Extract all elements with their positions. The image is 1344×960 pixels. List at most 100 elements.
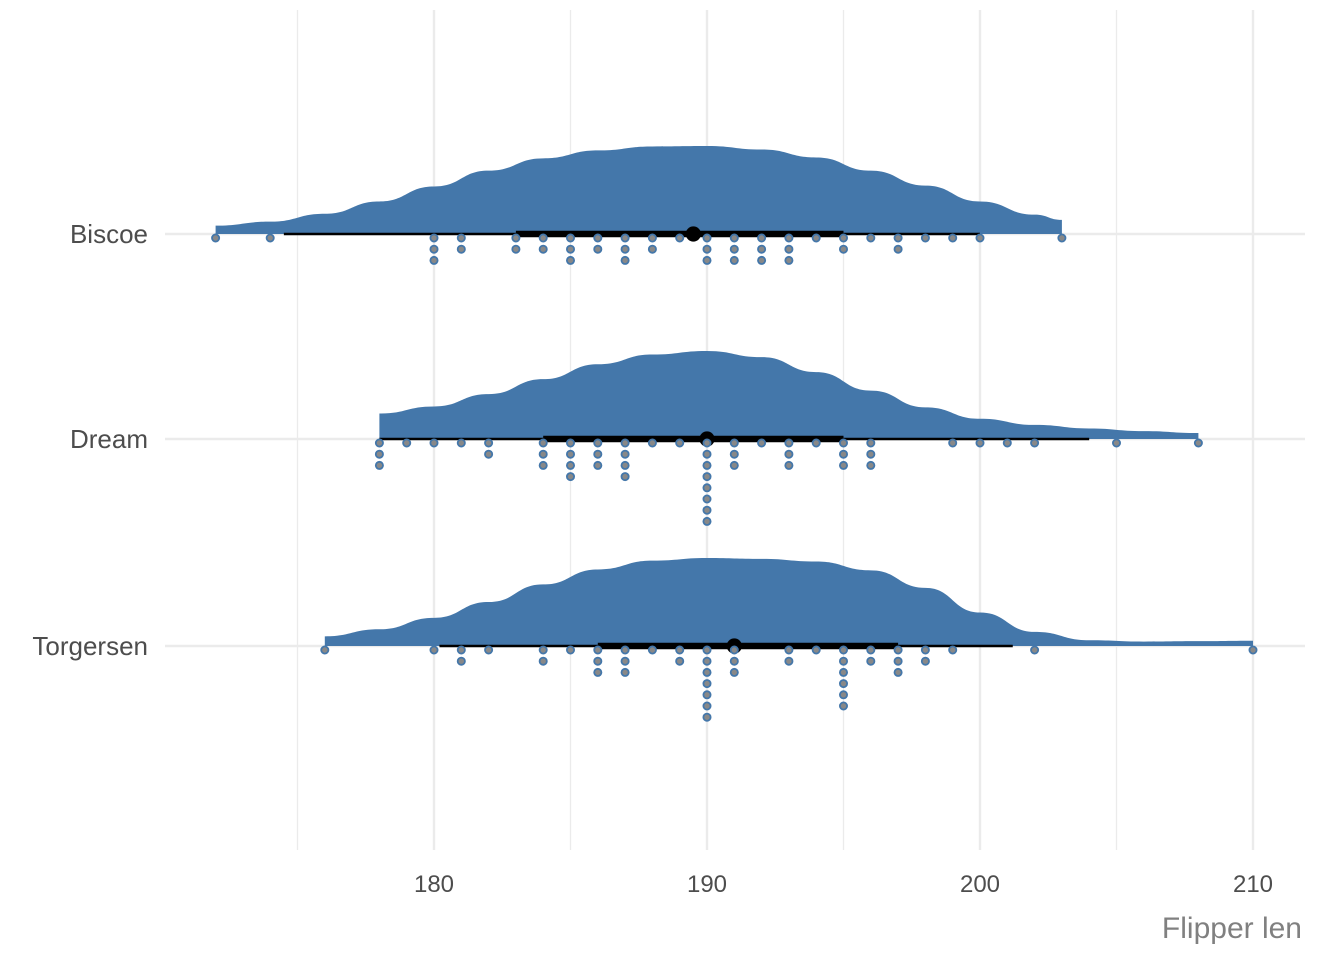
data-dot — [593, 667, 603, 677]
data-dot — [975, 438, 985, 448]
data-dot — [456, 656, 466, 666]
category-labels: Biscoe Dream Torgersen — [32, 219, 148, 661]
data-dot — [893, 656, 903, 666]
data-dot — [538, 449, 548, 459]
data-dot — [839, 679, 849, 689]
data-dot — [702, 516, 712, 526]
data-dot — [920, 656, 930, 666]
data-dot — [647, 244, 657, 254]
data-dot — [429, 438, 439, 448]
data-dot — [265, 233, 275, 243]
data-dot — [702, 690, 712, 700]
data-dot — [593, 460, 603, 470]
density-cloud-dream — [379, 351, 1199, 439]
category-label-biscoe: Biscoe — [70, 219, 148, 249]
data-dot — [566, 645, 576, 655]
data-dot — [811, 233, 821, 243]
data-dot — [566, 233, 576, 243]
data-dot — [675, 656, 685, 666]
data-dot — [620, 645, 630, 655]
data-dot — [866, 460, 876, 470]
data-dot — [647, 438, 657, 448]
data-dot — [839, 656, 849, 666]
data-dot — [511, 233, 521, 243]
data-dot — [839, 438, 849, 448]
density-cloud-biscoe — [215, 146, 1062, 234]
data-dot — [948, 233, 958, 243]
data-dot — [729, 233, 739, 243]
data-dot — [456, 438, 466, 448]
data-dot — [320, 645, 330, 655]
data-dot — [784, 233, 794, 243]
data-dot — [839, 701, 849, 711]
data-dot — [866, 438, 876, 448]
data-dot — [729, 449, 739, 459]
data-dot — [456, 244, 466, 254]
data-dot — [647, 233, 657, 243]
x-axis-title: Flipper len — [1162, 912, 1302, 945]
data-dot — [702, 460, 712, 470]
data-dot — [675, 438, 685, 448]
data-dot — [702, 505, 712, 515]
data-dot — [729, 244, 739, 254]
density-cloud-torgersen — [324, 558, 1253, 646]
data-dot — [429, 233, 439, 243]
data-dot — [729, 438, 739, 448]
data-dot — [538, 460, 548, 470]
data-dot — [757, 244, 767, 254]
x-tick-label: 200 — [960, 871, 1000, 898]
data-dot — [620, 460, 630, 470]
data-dot — [538, 233, 548, 243]
data-dot — [647, 645, 657, 655]
data-dot — [620, 449, 630, 459]
data-dot — [757, 233, 767, 243]
data-dot — [866, 449, 876, 459]
data-dot — [784, 449, 794, 459]
data-dot — [620, 244, 630, 254]
data-dot — [620, 255, 630, 265]
data-dot — [702, 483, 712, 493]
data-dot — [702, 667, 712, 677]
data-dot — [975, 233, 985, 243]
data-dot — [866, 645, 876, 655]
data-dot — [593, 233, 603, 243]
data-dot — [920, 233, 930, 243]
data-dot — [920, 645, 930, 655]
data-dot — [702, 701, 712, 711]
data-dot — [1030, 645, 1040, 655]
data-dot — [429, 255, 439, 265]
data-dot — [839, 645, 849, 655]
data-dot — [1057, 233, 1067, 243]
data-dot — [456, 233, 466, 243]
data-dot — [566, 244, 576, 254]
x-tick-label: 190 — [687, 871, 727, 898]
data-dot — [566, 460, 576, 470]
data-dot — [893, 645, 903, 655]
data-dot — [729, 460, 739, 470]
data-dot — [866, 656, 876, 666]
data-dot — [702, 679, 712, 689]
data-dot — [374, 438, 384, 448]
data-dot — [484, 645, 494, 655]
data-dot — [757, 438, 767, 448]
data-dot — [839, 667, 849, 677]
data-dot — [839, 449, 849, 459]
data-dot — [429, 244, 439, 254]
data-dot — [593, 656, 603, 666]
data-dot — [839, 233, 849, 243]
data-dot — [784, 438, 794, 448]
data-dot — [374, 449, 384, 459]
data-dot — [620, 438, 630, 448]
data-dot — [702, 438, 712, 448]
data-dot — [484, 449, 494, 459]
data-dot — [566, 449, 576, 459]
data-dot — [402, 438, 412, 448]
x-tick-label: 210 — [1233, 871, 1273, 898]
data-dot — [839, 244, 849, 254]
data-dot — [702, 449, 712, 459]
data-dot — [620, 233, 630, 243]
data-dot — [839, 690, 849, 700]
data-dot — [702, 645, 712, 655]
data-dot — [511, 244, 521, 254]
data-dot — [729, 667, 739, 677]
